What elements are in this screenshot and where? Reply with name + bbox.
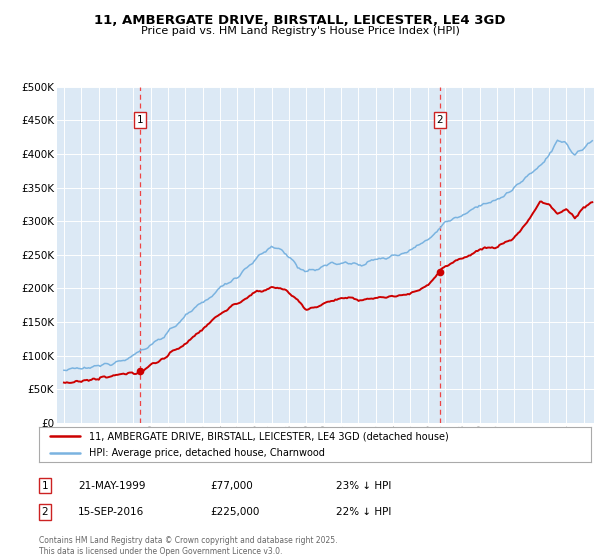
Text: 11, AMBERGATE DRIVE, BIRSTALL, LEICESTER, LE4 3GD: 11, AMBERGATE DRIVE, BIRSTALL, LEICESTER…: [94, 14, 506, 27]
Text: Price paid vs. HM Land Registry's House Price Index (HPI): Price paid vs. HM Land Registry's House …: [140, 26, 460, 36]
Text: 15-SEP-2016: 15-SEP-2016: [78, 507, 144, 517]
Text: 1: 1: [41, 480, 49, 491]
Text: 2: 2: [41, 507, 49, 517]
Text: 21-MAY-1999: 21-MAY-1999: [78, 480, 146, 491]
Text: 11, AMBERGATE DRIVE, BIRSTALL, LEICESTER, LE4 3GD (detached house): 11, AMBERGATE DRIVE, BIRSTALL, LEICESTER…: [89, 431, 448, 441]
Text: 22% ↓ HPI: 22% ↓ HPI: [336, 507, 391, 517]
Text: 1: 1: [136, 115, 143, 125]
Text: 2: 2: [437, 115, 443, 125]
Text: Contains HM Land Registry data © Crown copyright and database right 2025.
This d: Contains HM Land Registry data © Crown c…: [39, 536, 337, 556]
Text: £77,000: £77,000: [210, 480, 253, 491]
Text: 23% ↓ HPI: 23% ↓ HPI: [336, 480, 391, 491]
Text: £225,000: £225,000: [210, 507, 259, 517]
Text: HPI: Average price, detached house, Charnwood: HPI: Average price, detached house, Char…: [89, 448, 325, 458]
